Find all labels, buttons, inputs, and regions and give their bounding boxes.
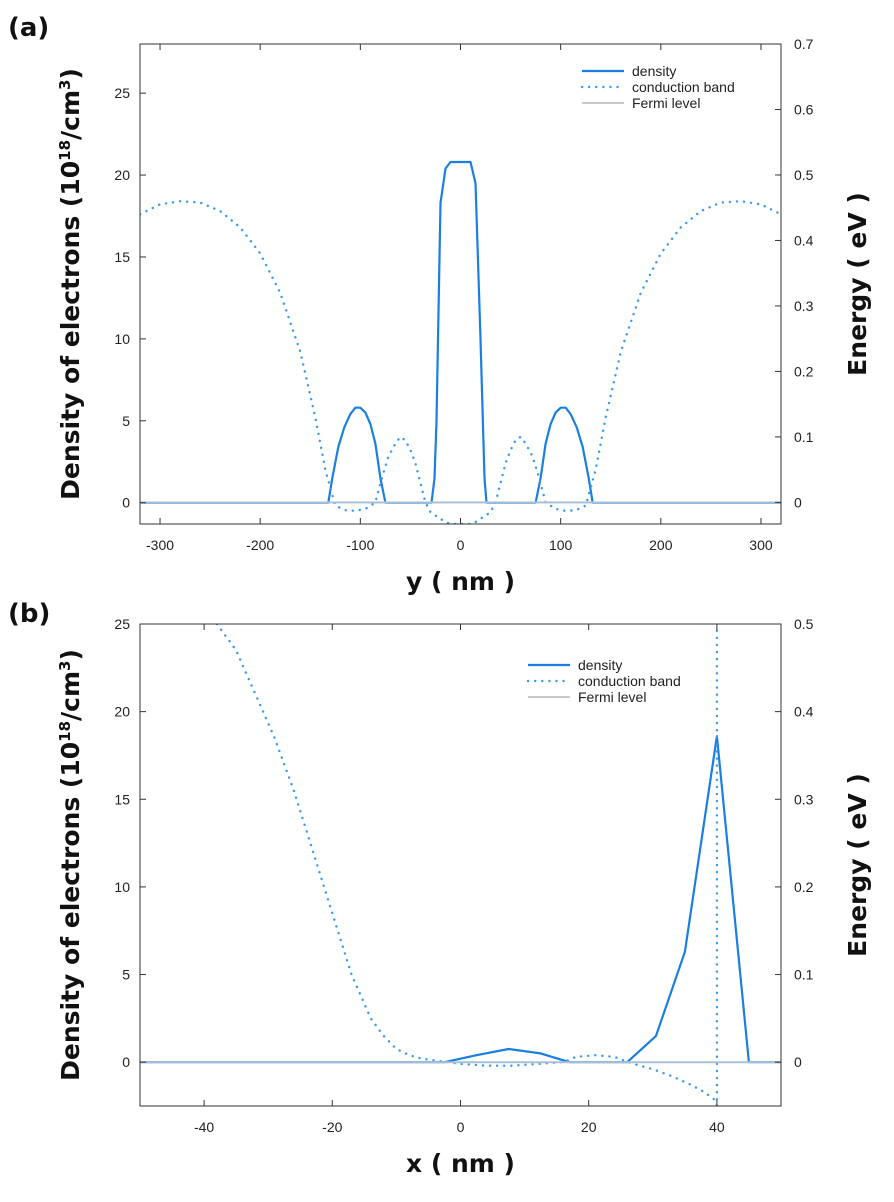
y2-axis-label: Energy ( eV ) — [843, 773, 872, 957]
plot-frame — [139, 43, 782, 525]
plot-area — [140, 624, 781, 1106]
x-tick-label: 0 — [457, 1119, 465, 1135]
x-tick-label: 300 — [749, 537, 773, 553]
y-axis-label-ylabel-unit: (10 — [56, 161, 85, 216]
y-axis-label-ylabel-close: ) — [56, 68, 85, 79]
y-axis-label-ylabel: Density of electrons — [56, 216, 85, 500]
legend-entry: Fermi level — [632, 95, 700, 111]
density-line — [140, 735, 781, 1064]
x-tick-label: 0 — [457, 537, 465, 553]
panel-label: (a) — [8, 13, 49, 43]
y2-tick-label: 0.4 — [794, 232, 814, 248]
legend-entry: conduction band — [632, 79, 735, 95]
y2-tick-label: 0.7 — [794, 36, 814, 52]
x-tick-label: -200 — [246, 537, 274, 553]
y2-tick-label: 0.2 — [794, 879, 814, 895]
legend-entry: density — [578, 657, 622, 673]
y-axis-label: Density of electrons (1018/cm3) — [56, 649, 85, 1081]
y-tick-label: 0 — [122, 1054, 130, 1070]
legend-entry: Fermi level — [578, 689, 646, 705]
y2-tick-label: 0.1 — [794, 429, 814, 445]
conduction-band-line — [140, 199, 781, 524]
y-axis-label-ylabel-tail: /cm — [56, 90, 85, 140]
y-tick-label: 5 — [122, 967, 130, 983]
x-tick-label: 100 — [549, 537, 573, 553]
y-tick-label: 20 — [114, 167, 130, 183]
y-axis-label-ylabel-unit: (10 — [56, 742, 85, 797]
x-tick-label: 20 — [581, 1119, 597, 1135]
y-tick-label: 20 — [114, 704, 130, 720]
legend-entry: conduction band — [578, 673, 681, 689]
y-axis-label-ylabel: Density of electrons — [56, 797, 85, 1081]
y-tick-label: 15 — [114, 791, 130, 807]
plot-frame — [139, 623, 782, 1107]
y-tick-label: 5 — [122, 413, 130, 429]
y2-tick-label: 0 — [794, 1054, 802, 1070]
x-tick-label: -40 — [194, 1119, 214, 1135]
panel-b: (b) -40 -20 0 20 40 0 5 10 15 20 25 0 0.1 0.2 0.3 0.4 0.5… — [8, 599, 872, 1178]
y-tick-label: 15 — [114, 249, 130, 265]
y-axis-label-ylabel-close: ) — [56, 649, 85, 660]
y2-tick-label: 0.5 — [794, 616, 814, 632]
x-tick-label: -100 — [346, 537, 374, 553]
y-tick-label: 0 — [122, 495, 130, 511]
y-tick-label: 25 — [114, 85, 130, 101]
x-axis-label: y ( nm ) — [406, 567, 515, 596]
y-axis-label-ylabel-tail: /cm — [56, 671, 85, 721]
y-tick-label: 25 — [114, 616, 130, 632]
y-axis-label-ylabel-exp: 18 — [56, 721, 74, 742]
y2-tick-label: 0 — [794, 494, 802, 510]
y-axis-label: Density of electrons (1018/cm3) — [56, 68, 85, 500]
y2-tick-label: 0.3 — [794, 791, 814, 807]
x-tick-label: -300 — [146, 537, 174, 553]
y2-tick-label: 0.1 — [794, 967, 814, 983]
y-axis-label-ylabel-cube: 3 — [56, 661, 74, 671]
y2-tick-label: 0.6 — [794, 101, 814, 117]
legend-entry: density — [632, 63, 676, 79]
panel-label: (b) — [8, 599, 50, 629]
x-tick-label: -20 — [322, 1119, 342, 1135]
y2-tick-label: 0.4 — [794, 704, 814, 720]
plot-area — [140, 160, 781, 524]
y2-axis-label: Energy ( eV ) — [843, 192, 872, 376]
x-axis-label: x ( nm ) — [406, 1149, 515, 1178]
y2-tick-label: 0.3 — [794, 298, 814, 314]
panel-a: (a) -300 -200 -100 0 100 200 300 0 5 10 15 20 25 0 0.1 0… — [8, 13, 872, 596]
y-axis-label-ylabel-exp: 18 — [56, 140, 74, 161]
y-axis-label-ylabel-cube: 3 — [56, 80, 74, 90]
y2-tick-label: 0.2 — [794, 363, 814, 379]
y-tick-label: 10 — [114, 331, 130, 347]
y2-tick-label: 0.5 — [794, 167, 814, 183]
density-line — [140, 160, 781, 504]
y-tick-label: 10 — [114, 879, 130, 895]
x-tick-label: 40 — [709, 1119, 725, 1135]
x-tick-label: 200 — [649, 537, 673, 553]
